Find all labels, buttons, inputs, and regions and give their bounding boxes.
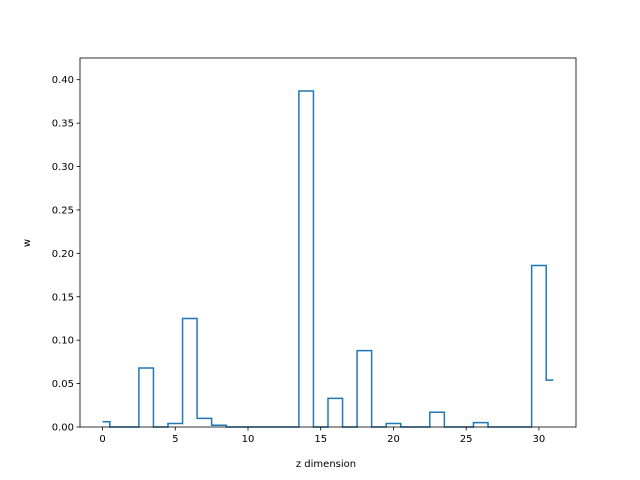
y-tick-label: 0.20 <box>52 249 74 260</box>
y-tick-label: 0.10 <box>52 336 74 347</box>
y-tick-label: 0.05 <box>52 379 74 390</box>
plot-area <box>79 57 577 428</box>
y-tick-label: 0.25 <box>52 205 74 216</box>
plot-frame <box>79 57 577 428</box>
y-tick-label: 0.35 <box>52 119 74 130</box>
x-tick-label: 0 <box>99 434 105 445</box>
x-tick-label: 10 <box>242 434 255 445</box>
x-tick-label: 30 <box>533 434 546 445</box>
series-line-0 <box>102 90 554 428</box>
y-axis-label: w <box>22 239 33 247</box>
x-tick-label: 5 <box>172 434 178 445</box>
x-tick-label: 25 <box>460 434 473 445</box>
axis-ticks: 0 5 10 15 20 25 30 0.00 0.05 0.10 0.15 0.20 0.25 0.30… <box>52 75 546 445</box>
x-tick-label: 20 <box>387 434 400 445</box>
y-tick-label: 0.30 <box>52 162 74 173</box>
y-tick-label: 0.40 <box>52 75 74 86</box>
y-tick-label: 0.15 <box>52 292 74 303</box>
y-tick-label: 0.00 <box>52 423 74 434</box>
x-axis-label: z dimension <box>296 459 356 470</box>
x-tick-label: 15 <box>314 434 327 445</box>
